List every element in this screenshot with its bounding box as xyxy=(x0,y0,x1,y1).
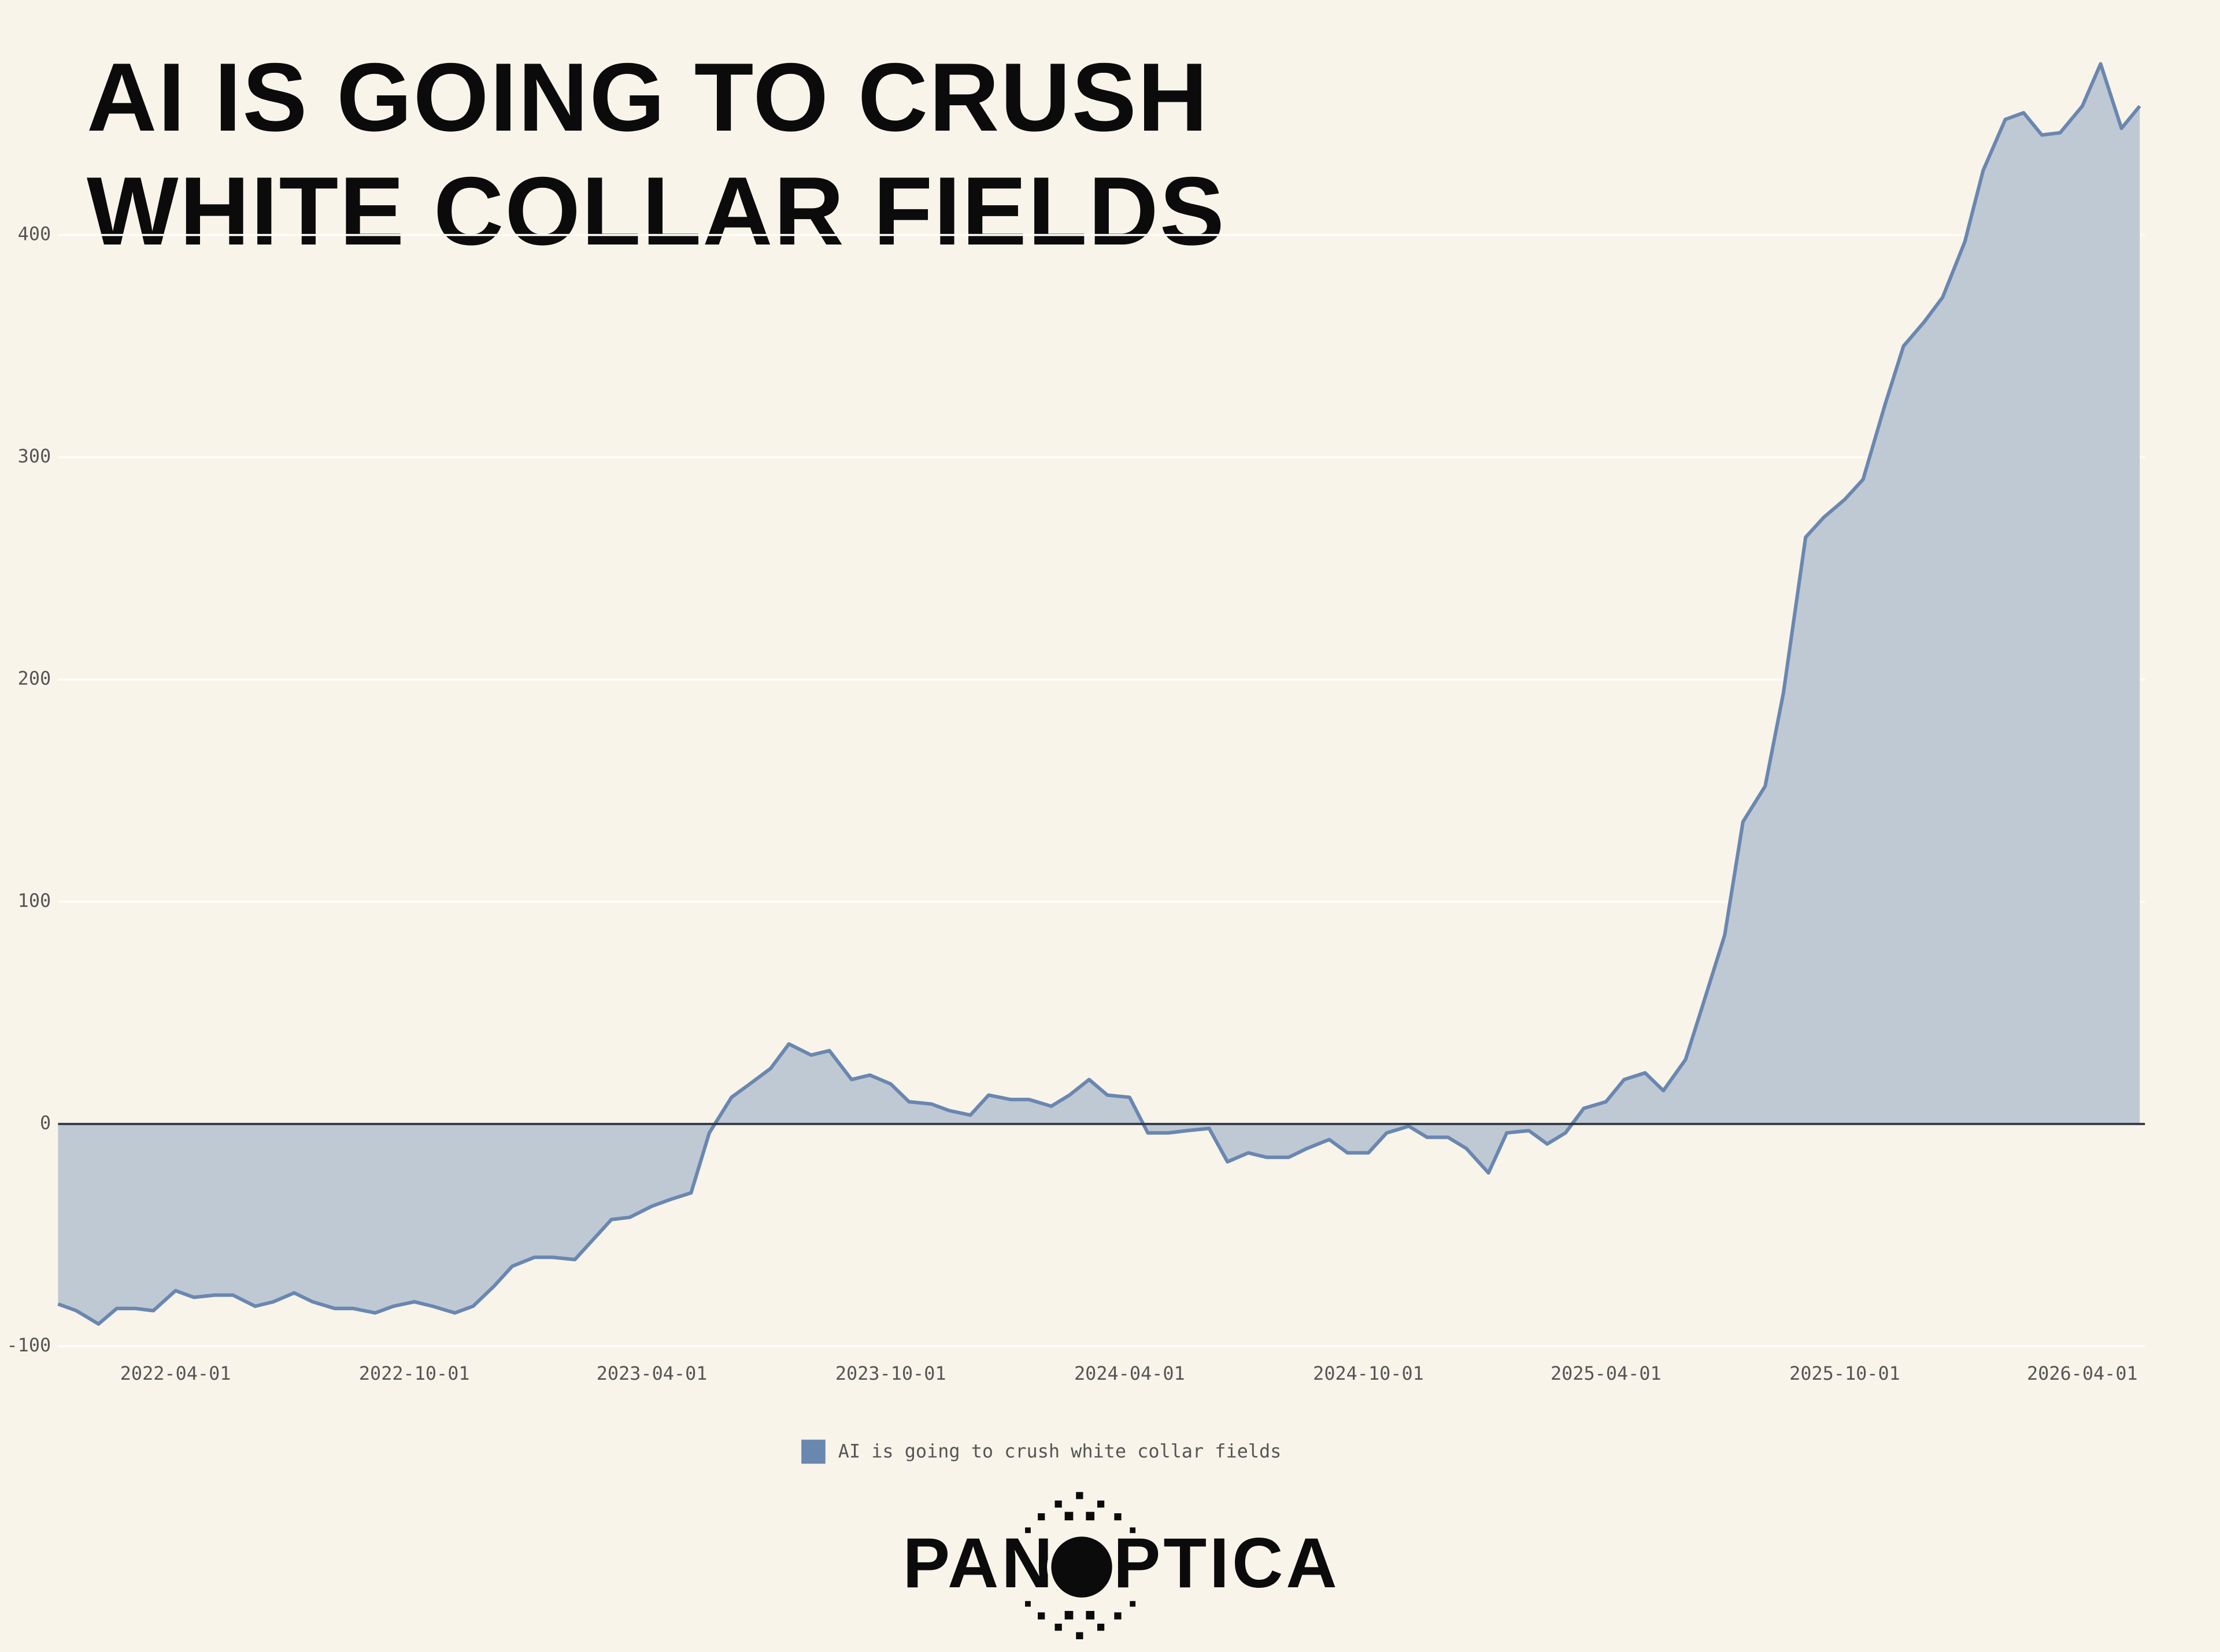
x-tick-label: 2025-04-01 xyxy=(1551,1362,1662,1384)
y-tick-label: 400 xyxy=(18,223,51,245)
y-tick-label: 200 xyxy=(18,668,51,690)
x-tick-label: 2024-10-01 xyxy=(1313,1362,1424,1384)
x-tick-label: 2022-10-01 xyxy=(359,1362,470,1384)
y-tick-label: -100 xyxy=(7,1334,51,1356)
legend-swatch xyxy=(801,1439,826,1464)
y-tick-label: 300 xyxy=(18,445,51,467)
logo-dots xyxy=(1025,1492,1136,1639)
x-tick-label: 2024-04-01 xyxy=(1074,1362,1185,1384)
x-tick-label: 2022-04-01 xyxy=(120,1362,231,1384)
x-tick-label: 2023-10-01 xyxy=(835,1362,946,1384)
area-fill xyxy=(58,64,2140,1324)
y-tick-label: 100 xyxy=(18,890,51,912)
x-tick-label: 2025-10-01 xyxy=(1789,1362,1900,1384)
x-tick-label: 2026-04-01 xyxy=(2027,1362,2138,1384)
brand: PANOPTICA xyxy=(903,1523,1340,1602)
logo-eye xyxy=(1047,1532,1117,1602)
line xyxy=(57,62,2141,1326)
chart-title: AI IS GOING TO CRUSH WHITE COLLAR FIELDS xyxy=(87,43,1226,265)
y-tick-label: 0 xyxy=(40,1112,51,1134)
legend-label: AI is going to crush white collar fields xyxy=(838,1440,1282,1462)
logo: PANOPTICA xyxy=(903,1492,1340,1639)
x-tick-label: 2023-04-01 xyxy=(597,1362,708,1384)
